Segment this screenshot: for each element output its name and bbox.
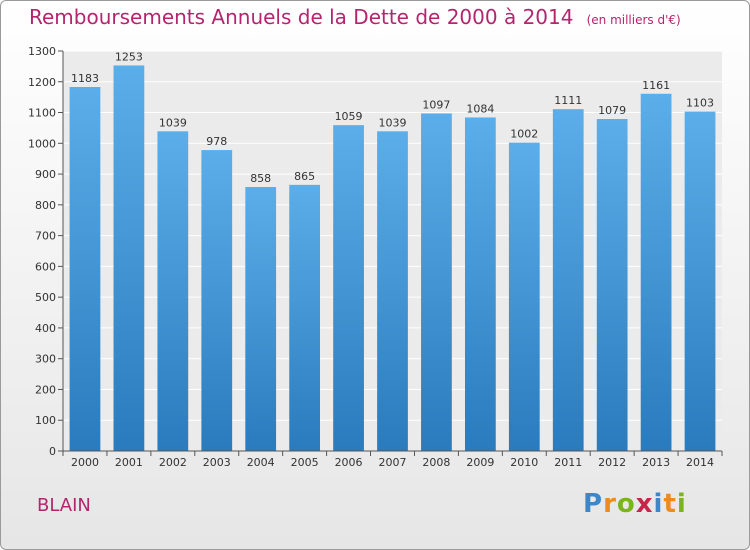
y-tick-label: 1100: [28, 107, 56, 120]
y-tick-label: 900: [35, 168, 56, 181]
bar-value-label: 1084: [466, 102, 494, 115]
x-tick-label: 2008: [422, 456, 450, 469]
bar: [464, 117, 496, 451]
bar-value-label: 1097: [422, 98, 450, 111]
bar-value-label: 1111: [554, 94, 582, 107]
bar: [201, 150, 233, 452]
bar-value-label: 1039: [379, 116, 407, 129]
y-tick-label: 800: [35, 199, 56, 212]
bar: [113, 65, 145, 451]
bar: [333, 125, 364, 452]
bar-value-label: 1103: [686, 97, 714, 110]
x-tick-label: 2009: [466, 456, 494, 469]
bar-value-label: 1059: [335, 110, 363, 123]
bar-value-label: 1253: [115, 50, 143, 63]
bar: [377, 131, 408, 452]
bar: [69, 87, 101, 451]
y-tick-label: 1300: [28, 45, 56, 58]
bar-value-label: 1039: [159, 116, 187, 129]
x-tick-label: 2007: [379, 456, 407, 469]
bar-value-label: 1079: [598, 104, 626, 117]
chart-title: Remboursements Annuels de la Dette de 20…: [29, 5, 574, 29]
logo-letter: t: [663, 489, 677, 519]
bar-value-label: 1161: [642, 79, 670, 92]
x-tick-label: 2003: [203, 456, 231, 469]
bar-value-label: 978: [206, 135, 227, 148]
y-tick-label: 600: [35, 260, 56, 273]
bar: [508, 142, 540, 451]
bar-value-label: 858: [250, 172, 271, 185]
bar: [289, 184, 321, 451]
x-tick-label: 2001: [115, 456, 143, 469]
logo-letter: o: [616, 489, 636, 519]
y-tick-label: 1200: [28, 76, 56, 89]
logo-letter: r: [603, 489, 617, 519]
y-tick-label: 200: [35, 383, 56, 396]
x-tick-label: 2000: [71, 456, 99, 469]
bar: [596, 119, 628, 451]
bar-value-label: 865: [294, 170, 315, 183]
logo-letter: P: [583, 489, 604, 519]
logo-letter: x: [635, 489, 654, 519]
x-tick-label: 2014: [686, 456, 714, 469]
bar: [684, 111, 716, 451]
bar-value-label: 1183: [71, 72, 99, 85]
bar-value-label: 1002: [510, 128, 538, 141]
axes: 0 100 200 300 400 500 600 700 800 900 1000 1100 1200…: [28, 45, 723, 469]
bar: [245, 187, 277, 451]
x-tick-label: 2012: [598, 456, 626, 469]
x-tick-label: 2006: [335, 456, 363, 469]
commune-name: BLAIN: [37, 495, 91, 516]
chart-title-row: Remboursements Annuels de la Dette de 20…: [29, 5, 681, 29]
chart-unit: (en milliers d'€): [586, 13, 681, 27]
logo-letter: i: [676, 489, 687, 519]
x-tick-label: 2013: [642, 456, 670, 469]
y-tick-label: 700: [35, 230, 56, 243]
bar: [157, 131, 189, 452]
y-tick-label: 100: [35, 414, 56, 427]
y-tick-label: 0: [49, 445, 56, 458]
y-tick-label: 300: [35, 353, 56, 366]
bars: 1183 1253 1039 978 858 865 1059 1039 1097 1084 100…: [69, 50, 716, 452]
proxiti-logo: Proxiti: [583, 489, 687, 519]
x-tick-label: 2002: [159, 456, 187, 469]
bar: [640, 93, 672, 452]
y-tick-label: 500: [35, 291, 56, 304]
logo-letter: i: [653, 489, 664, 519]
bar: [421, 113, 452, 451]
y-tick-label: 400: [35, 322, 56, 335]
x-tick-label: 2004: [247, 456, 275, 469]
y-tick-label: 1000: [28, 137, 56, 150]
x-tick-label: 2011: [554, 456, 582, 469]
bar: [552, 109, 584, 452]
x-tick-label: 2010: [510, 456, 538, 469]
x-tick-label: 2005: [291, 456, 319, 469]
